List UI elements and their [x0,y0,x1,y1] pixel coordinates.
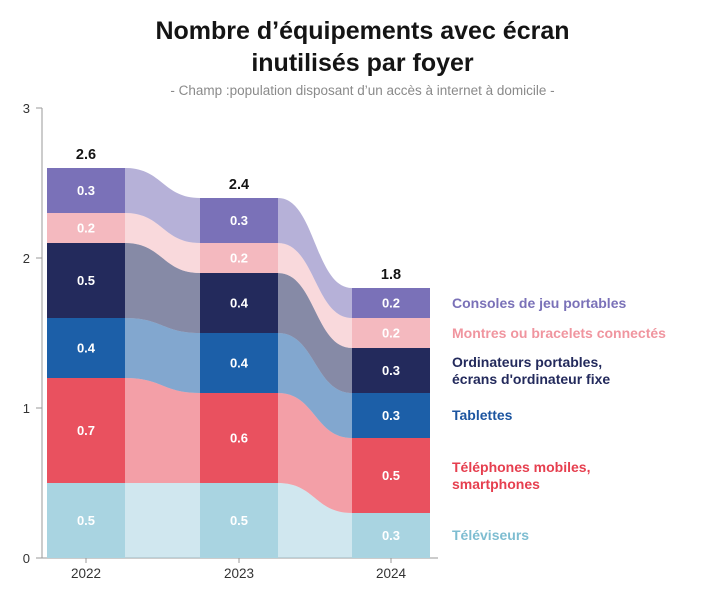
segment-value-label: 0.3 [382,408,400,423]
flow-connector [125,378,200,483]
segment-value-label: 0.4 [230,296,249,311]
segment-value-label: 0.2 [77,221,95,236]
chart-title-line2: inutilisés par foyer [251,49,474,77]
total-label: 2.4 [229,177,249,193]
segment-value-label: 0.3 [382,363,400,378]
chart-canvas: 0 1 2 3 2022 2023 2024 0.5 0.5 0.3 0.7 0.6 0.5 0.4 0.4… [23,101,438,581]
bar-segment [352,318,430,348]
segment-value-label: 0.3 [77,183,95,198]
legend-item: Ordinateurs portables, écrans d'ordinate… [452,353,611,387]
segment-value-label: 0.5 [382,468,400,483]
flow-connector [278,483,352,558]
x-tick-label: 2024 [376,566,407,581]
bar-segment [200,393,278,483]
segment-value-label: 0.2 [382,326,400,341]
chart-title-line1: Nombre d’équipements avec écran [155,17,570,45]
bar-segment [352,288,430,318]
flow-connector [278,393,352,513]
segment-value-label: 0.5 [77,273,95,288]
flow-connector [125,318,200,393]
legend-item: Consoles de jeu portables [452,294,627,311]
bar-segment [47,378,125,483]
bar-segment [352,438,430,513]
x-tick-label: 2023 [224,566,254,581]
segment-value-label: 0.4 [77,341,96,356]
flow-connector [278,243,352,348]
segment-value-label: 0.7 [77,423,95,438]
legend-item: Téléphones mobiles, smartphones [452,458,591,492]
bar-segment [352,513,430,558]
flow-connector [278,273,352,393]
chart-subtitle: - Champ :population disposant d’un accès… [170,83,555,98]
flow-connector [278,198,352,318]
total-label: 1.8 [381,267,401,283]
bar-segment [47,318,125,378]
segment-value-label: 0.5 [77,513,95,528]
flow-connector [125,483,200,558]
bar-segment [352,393,430,438]
y-tick-label: 0 [23,551,30,566]
bar-segment [200,198,278,243]
segment-value-label: 0.6 [230,431,248,446]
legend-item: Montres ou bracelets connectés [452,324,666,341]
legend-item: Tablettes [452,407,513,423]
bar-segment [47,243,125,318]
segment-value-label: 0.5 [230,513,248,528]
total-label: 2.6 [76,147,96,163]
segment-value-label: 0.3 [382,528,400,543]
flow-connector [278,333,352,438]
bar-segment [200,243,278,273]
bar-segment [47,213,125,243]
bar-segment [352,348,430,393]
flow-connector [125,168,200,243]
bar-segment [200,273,278,333]
segment-value-label: 0.3 [230,213,248,228]
y-tick-label: 3 [23,101,30,116]
bar-segment [200,333,278,393]
bar-segment [47,168,125,213]
chart-title: Nombre d’équipements avec écran inutilis… [0,0,725,79]
bar-segment [47,483,125,558]
segment-value-label: 0.4 [230,356,249,371]
legend-item: Téléviseurs [452,527,530,543]
segment-value-label: 0.2 [382,296,400,311]
segment-value-label: 0.2 [230,251,248,266]
bar-segment [200,483,278,558]
flow-connector [125,243,200,333]
y-tick-label: 2 [23,251,30,266]
flow-connector [125,213,200,273]
y-tick-label: 1 [23,401,30,416]
x-tick-label: 2022 [71,566,101,581]
